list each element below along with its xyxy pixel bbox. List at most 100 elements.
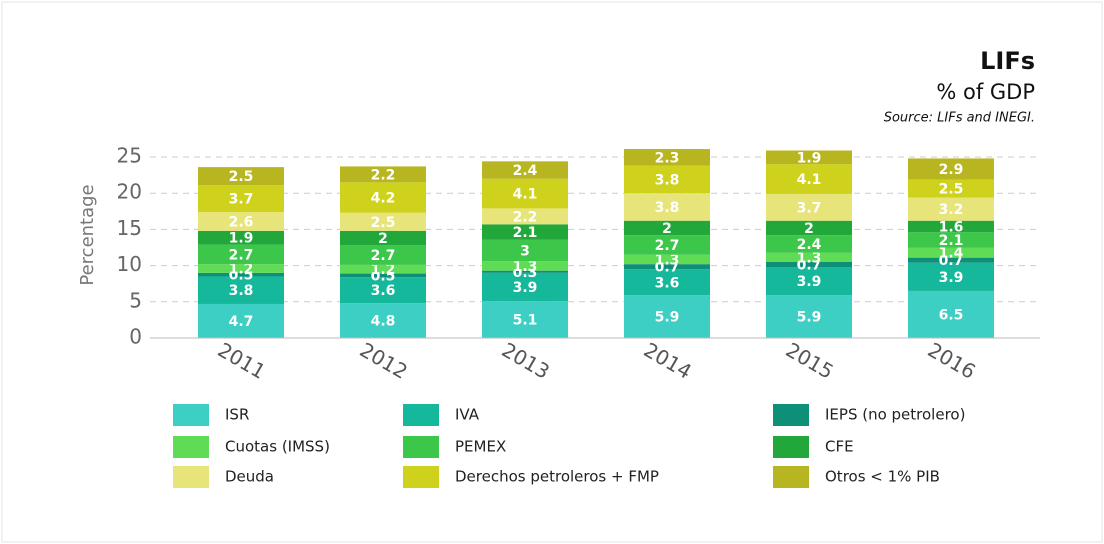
data-label: 4.2 (371, 191, 396, 207)
bar-segment (482, 208, 568, 225)
legend-swatch (773, 404, 809, 426)
bar-segment (340, 245, 426, 265)
legend-swatch (403, 404, 439, 426)
bar-segment (482, 178, 568, 209)
bar-segment (908, 232, 994, 248)
y-tick-label: 5 (129, 288, 142, 312)
bar-segment (766, 252, 852, 262)
data-label: 3.9 (939, 270, 964, 286)
bar-segment (908, 290, 994, 338)
y-tick-label: 15 (117, 216, 142, 240)
bar-segment (340, 277, 426, 304)
bar-segment (766, 150, 852, 165)
legend-swatch (173, 436, 209, 458)
bar-segment (340, 264, 426, 274)
data-label: 3.7 (797, 200, 822, 216)
data-label: 1.2 (371, 262, 396, 278)
legend-swatch (173, 404, 209, 426)
data-label: 2.2 (371, 167, 396, 183)
data-label: 2.1 (939, 233, 964, 249)
data-label: 2.5 (371, 215, 396, 231)
bar-segment (908, 247, 994, 258)
data-label: 1.3 (797, 250, 822, 266)
bar-segment (766, 295, 852, 338)
bar-segment (624, 193, 710, 221)
bar-segment (908, 262, 994, 291)
bar-segment (624, 264, 710, 270)
bar-segment (624, 254, 710, 265)
data-label: 2 (804, 221, 814, 237)
bar-segment (482, 301, 568, 338)
data-label: 2.4 (797, 237, 822, 253)
legend-swatch (773, 436, 809, 458)
chart-title: LIFs (980, 47, 1035, 75)
data-label: 3.6 (371, 283, 396, 299)
bar-segment (198, 230, 284, 245)
data-label: 2.2 (513, 209, 538, 225)
legend-label: ISR (225, 406, 249, 424)
y-axis-label: Percentage (77, 184, 98, 285)
data-label: 2.7 (655, 238, 680, 254)
bar-segment (482, 239, 568, 262)
legend-swatch (173, 466, 209, 488)
legend-label: Derechos petroleros + FMP (455, 468, 659, 486)
data-label: 2.3 (655, 150, 680, 166)
bar-segment (624, 295, 710, 338)
legend-label: Otros < 1% PIB (825, 468, 940, 486)
data-label: 3.9 (797, 274, 822, 290)
data-label: 3.8 (655, 172, 680, 188)
legend-label: IEPS (no petrolero) (825, 406, 965, 424)
source: Source: LIFs and INEGI. (884, 111, 1035, 126)
bar-segment (908, 179, 994, 198)
bar-segment (198, 212, 284, 231)
legend-label: Deuda (225, 468, 274, 486)
data-label: 2.9 (939, 162, 964, 178)
bar-segment (766, 267, 852, 296)
bar-segment (766, 235, 852, 253)
data-label: 3.6 (655, 275, 680, 291)
data-label: 2.7 (371, 248, 396, 264)
bar-segment (766, 220, 852, 236)
data-label: 1.4 (939, 246, 964, 262)
data-label: 5.9 (797, 310, 822, 326)
bar-segment (624, 149, 710, 166)
y-tick-label: 10 (117, 252, 142, 276)
bar-segment (340, 230, 426, 246)
legend-swatch (403, 436, 439, 458)
legend-label: Cuotas (IMSS) (225, 438, 330, 456)
data-label: 1.2 (229, 261, 254, 277)
bar-segment (908, 220, 994, 233)
data-label: 3.2 (939, 202, 964, 218)
data-label: 1.3 (513, 259, 538, 275)
data-label: 1.6 (939, 220, 964, 236)
y-tick-label: 20 (117, 180, 142, 204)
bar-segment (340, 303, 426, 338)
legend-label: PEMEX (455, 438, 506, 456)
bar-segment (482, 261, 568, 271)
data-label: 1.9 (797, 150, 822, 166)
data-label: 4.1 (797, 172, 822, 188)
data-label: 3.9 (513, 280, 538, 296)
bar-segment (624, 165, 710, 194)
data-label: 4.1 (513, 187, 538, 203)
bar-segment (624, 220, 710, 236)
y-tick-label: 0 (129, 325, 142, 349)
legend-swatch (773, 466, 809, 488)
bar-segment (482, 161, 568, 179)
bar-segment (908, 158, 994, 180)
data-label: 6.5 (939, 307, 964, 323)
data-label: 2.5 (939, 181, 964, 197)
bar-segment (340, 273, 426, 278)
data-label: 2.5 (229, 169, 254, 185)
data-label: 3.7 (229, 192, 254, 208)
bar-segment (482, 272, 568, 302)
bar-segment (624, 269, 710, 296)
bar-segment (482, 270, 568, 273)
data-label: 2.4 (513, 163, 538, 179)
bar-segment (198, 167, 284, 186)
data-label: 2.1 (513, 225, 538, 241)
bar-segment (198, 272, 284, 277)
data-label: 2 (378, 231, 388, 247)
bar-segment (198, 276, 284, 304)
chart-subtitle: % of GDP (936, 80, 1035, 104)
